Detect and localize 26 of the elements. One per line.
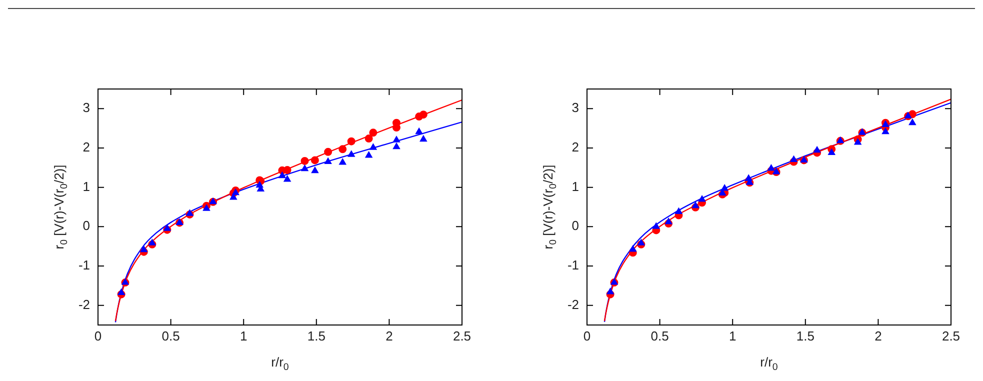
y-tick-label: 2	[82, 140, 90, 155]
y-tick-label: -1	[567, 258, 579, 273]
y-tick-label: 0	[572, 218, 579, 234]
y-tick-label: -2	[567, 296, 579, 312]
x-tick-label: 0.5	[650, 328, 669, 344]
y-tick-label: 3	[82, 100, 90, 116]
x-tick-label: 0	[583, 328, 591, 344]
x-tick-label: 0	[94, 328, 102, 344]
x-tick-label: 2	[874, 328, 882, 344]
y-axis-title: r0 [V(r)-V(r0/2)]	[540, 164, 560, 250]
x-tick-label: 0.5	[162, 328, 180, 344]
y-tick-label: 2	[572, 140, 579, 155]
y-tick-label: 3	[572, 100, 579, 116]
x-tick-label: 1.5	[796, 328, 814, 344]
x-tick-label: 1	[240, 328, 248, 344]
y-tick-label: -2	[78, 296, 90, 312]
y-tick-label: 0	[82, 218, 90, 234]
x-tick-label: 1	[728, 328, 736, 344]
y-axis-title: r0 [V(r)-V(r0/2)]	[52, 164, 70, 250]
x-tick-label: 1.5	[307, 328, 326, 344]
x-tick-label: 2	[386, 328, 393, 344]
y-tick-label: -1	[78, 258, 90, 273]
x-tick-label: 2.5	[452, 328, 472, 344]
y-tick-label: 1	[572, 178, 579, 194]
y-tick-label: 1	[82, 178, 90, 194]
x-tick-label: 2.5	[942, 328, 960, 344]
